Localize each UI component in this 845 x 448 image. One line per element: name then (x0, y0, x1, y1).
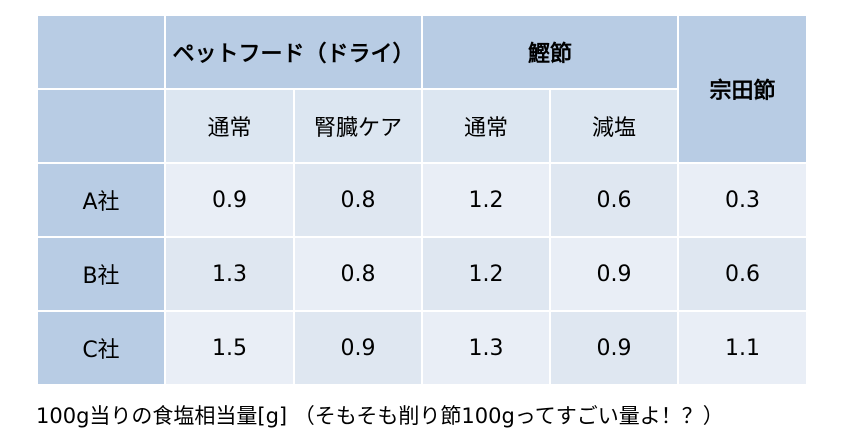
header-soudabushi: 宗田節 (677, 14, 809, 164)
row-label: C社 (36, 310, 166, 386)
table-caption: 100g当りの食塩相当量[g] （そもそも削り節100gってすごい量よ！？） (36, 404, 724, 428)
table-cell: 0.9 (549, 310, 680, 386)
table-cell: 0.9 (164, 162, 295, 238)
table-cell: 0.9 (549, 236, 680, 312)
table-cell: 0.6 (549, 162, 680, 238)
table-row: A社 0.9 0.8 1.2 0.6 0.3 (36, 162, 809, 238)
corner-cell-lower (36, 88, 166, 164)
table-cell: 1.1 (677, 310, 809, 386)
header-pet-food: ペットフード（ドライ） (163, 14, 424, 90)
table-cell: 0.3 (677, 162, 809, 238)
row-label: A社 (36, 162, 166, 238)
table-cell: 0.8 (292, 162, 424, 238)
table-cell: 1.3 (421, 310, 552, 386)
table-cell: 0.6 (677, 236, 809, 312)
table-cell: 1.2 (421, 236, 552, 312)
table-cell: 1.3 (164, 236, 295, 312)
table-row: C社 1.5 0.9 1.3 0.9 1.1 (36, 310, 809, 386)
row-label: B社 (36, 236, 166, 312)
table-cell: 0.9 (292, 310, 424, 386)
subheader-katsuo-low-salt: 減塩 (549, 88, 680, 164)
header-katsuobushi: 鰹節 (421, 14, 680, 90)
table-cell: 1.2 (421, 162, 552, 238)
subheader-katsuo-regular: 通常 (421, 88, 552, 164)
table-cell: 0.8 (292, 236, 424, 312)
table-row: B社 1.3 0.8 1.2 0.9 0.6 (36, 236, 809, 312)
sub-header-row: 通常 腎臓ケア 通常 減塩 (36, 88, 807, 164)
group-header-row: ペットフード（ドライ） 鰹節 宗田節 (36, 14, 809, 164)
table-cell: 1.5 (164, 310, 295, 386)
subheader-pet-regular: 通常 (164, 88, 295, 164)
salt-content-table: ペットフード（ドライ） 鰹節 宗田節 通常 腎臓ケア 通常 減塩 A社 0.9 … (36, 14, 809, 386)
subheader-pet-kidney-care: 腎臓ケア (292, 88, 424, 164)
corner-cell (36, 14, 166, 90)
